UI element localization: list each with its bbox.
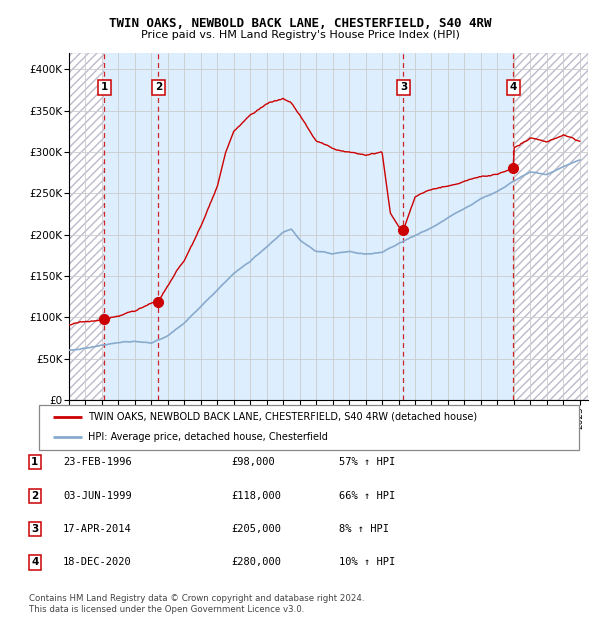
- Text: 4: 4: [509, 82, 517, 92]
- Text: TWIN OAKS, NEWBOLD BACK LANE, CHESTERFIELD, S40 4RW: TWIN OAKS, NEWBOLD BACK LANE, CHESTERFIE…: [109, 17, 491, 30]
- Text: 4: 4: [31, 557, 38, 567]
- Text: 03-JUN-1999: 03-JUN-1999: [63, 491, 132, 501]
- Bar: [69, 53, 104, 400]
- Bar: [513, 53, 588, 400]
- Text: £280,000: £280,000: [231, 557, 281, 567]
- Text: 8% ↑ HPI: 8% ↑ HPI: [339, 524, 389, 534]
- Text: Contains HM Land Registry data © Crown copyright and database right 2024.
This d: Contains HM Land Registry data © Crown c…: [29, 595, 364, 614]
- Text: 57% ↑ HPI: 57% ↑ HPI: [339, 457, 395, 467]
- Text: 3: 3: [400, 82, 407, 92]
- Text: 18-DEC-2020: 18-DEC-2020: [63, 557, 132, 567]
- Text: 17-APR-2014: 17-APR-2014: [63, 524, 132, 534]
- Text: £205,000: £205,000: [231, 524, 281, 534]
- Text: 1: 1: [101, 82, 108, 92]
- Bar: [104, 53, 513, 400]
- Text: 3: 3: [31, 524, 38, 534]
- Text: TWIN OAKS, NEWBOLD BACK LANE, CHESTERFIELD, S40 4RW (detached house): TWIN OAKS, NEWBOLD BACK LANE, CHESTERFIE…: [88, 412, 477, 422]
- Text: 1: 1: [31, 457, 38, 467]
- FancyBboxPatch shape: [39, 405, 579, 450]
- Text: 2: 2: [31, 491, 38, 501]
- Text: £98,000: £98,000: [231, 457, 275, 467]
- Text: HPI: Average price, detached house, Chesterfield: HPI: Average price, detached house, Ches…: [88, 432, 328, 443]
- Text: 66% ↑ HPI: 66% ↑ HPI: [339, 491, 395, 501]
- Text: Price paid vs. HM Land Registry's House Price Index (HPI): Price paid vs. HM Land Registry's House …: [140, 30, 460, 40]
- Text: 10% ↑ HPI: 10% ↑ HPI: [339, 557, 395, 567]
- Text: 23-FEB-1996: 23-FEB-1996: [63, 457, 132, 467]
- Text: 2: 2: [155, 82, 162, 92]
- Text: £118,000: £118,000: [231, 491, 281, 501]
